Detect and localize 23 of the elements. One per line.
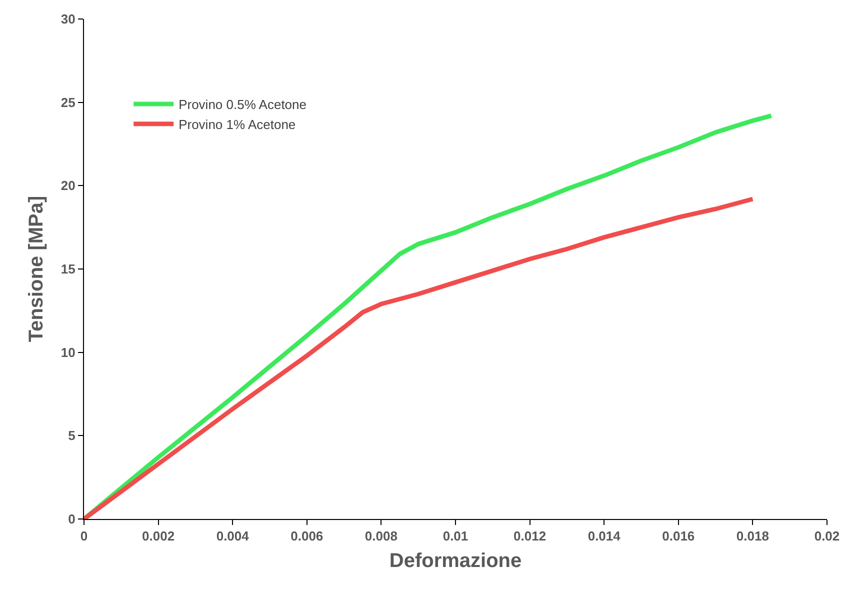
x-tick-label: 0.006 <box>290 528 324 544</box>
legend-label: Provino 1% Acetone <box>178 116 296 132</box>
x-tick-label: 0.01 <box>442 528 468 544</box>
x-tick-label: 0.002 <box>142 528 175 544</box>
y-tick-label: 0 <box>68 512 76 527</box>
x-tick-label: 0.02 <box>814 528 840 544</box>
y-tick-label: 5 <box>68 428 76 444</box>
line-series <box>84 196 755 519</box>
y-tick-label: 25 <box>60 94 76 110</box>
x-tick-label: 0.014 <box>588 528 622 544</box>
x-tick-label: 0 <box>80 528 88 544</box>
x-tick-label: 0.008 <box>364 528 398 544</box>
y-tick-label: 20 <box>60 178 76 194</box>
x-tick-label: 0.012 <box>514 528 546 544</box>
y-axis-title: Tensione [MPa] <box>25 196 48 342</box>
x-tick-label: 0.018 <box>736 528 769 544</box>
x-tick-label: 0.004 <box>216 528 250 544</box>
y-tick-label: 30 <box>60 12 76 27</box>
x-axis-title: Deformazione <box>389 550 522 572</box>
y-tick-label: 15 <box>60 262 76 277</box>
legend-label: Provino 0.5% Acetone <box>178 97 306 112</box>
x-tick-label: 0.016 <box>662 528 695 544</box>
y-tick-label: 10 <box>60 344 76 360</box>
